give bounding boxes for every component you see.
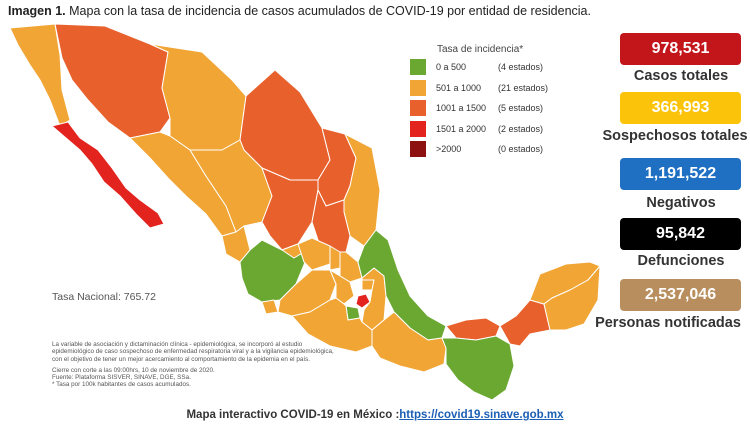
legend-row: 1501 a 2000 (2 estados) (410, 119, 548, 140)
state-chiapas[interactable] (441, 335, 515, 401)
state-san-luis-potosi[interactable] (311, 189, 351, 257)
state-baja-california-sur[interactable] (51, 121, 165, 229)
state-estado-de-mexico[interactable] (329, 269, 355, 305)
legend-title: Tasa de incidencia* (437, 44, 524, 55)
footnotes: La variable de asociación y dictaminació… (52, 341, 362, 389)
state-guerrero[interactable] (291, 297, 373, 353)
legend-count: (0 estados) (498, 144, 544, 155)
stat-suspected-label: Sospechosos totales (602, 128, 748, 144)
legend-swatch (410, 100, 426, 117)
footnote-line: Cierre con corte a las 09:00hrs, 10 de n… (52, 366, 215, 374)
state-quintana-roo[interactable] (543, 265, 601, 331)
legend-swatch (410, 141, 426, 158)
state-colima[interactable] (261, 299, 279, 315)
legend-range: 1501 a 2000 (436, 123, 487, 134)
state-hidalgo[interactable] (339, 251, 363, 283)
legend-swatch (410, 79, 426, 96)
footnote-line: * Tasa por 100k habitantes de casos acum… (52, 381, 191, 389)
figure-title: Imagen 1. Mapa con la tasa de incidencia… (8, 4, 591, 18)
legend-count: (2 estados) (498, 123, 544, 134)
state-cdmx[interactable] (355, 293, 371, 309)
footer-text: Mapa interactivo COVID-19 en México : (186, 409, 400, 421)
stat-negative-value: 1,191,522 (620, 158, 741, 190)
legend-swatch (410, 120, 426, 137)
legend-row: 501 a 1000 (21 estados) (410, 78, 548, 99)
mexico-choropleth-map: .low { fill: #6aa832; } .mid { fill: #f0… (9, 23, 601, 401)
legend-range: 501 a 1000 (436, 82, 482, 93)
figure-title-text: Mapa con la tasa de incidencia de casos … (65, 4, 591, 18)
stat-negative-label: Negativos (646, 195, 716, 211)
footnote-line: con el objetivo de tener un mejor acerca… (52, 355, 310, 363)
map-legend: Tasa de incidencia* 0 a 500 (4 estados) … (410, 44, 548, 160)
state-zacatecas[interactable] (261, 167, 319, 251)
footnote-line: epidemiológico de caso sospechoso de enf… (52, 348, 334, 356)
footnote-line: La variable de asociación y dictaminació… (52, 341, 303, 348)
state-sonora[interactable] (54, 23, 171, 139)
legend-range: 1001 a 1500 (436, 103, 487, 114)
stat-suspected-value: 366,993 (620, 92, 741, 124)
legend-swatch (410, 59, 426, 76)
footer: Mapa interactivo COVID-19 en México :htt… (0, 409, 750, 421)
stat-notified-value: 2,537,046 (620, 279, 741, 311)
legend-range: 0 a 500 (436, 62, 467, 73)
legend-range: >2000 (436, 144, 462, 155)
stat-deaths-value: 95,842 (620, 218, 741, 250)
state-queretaro[interactable] (329, 245, 341, 271)
legend-count: (4 estados) (498, 62, 544, 73)
stat-notified-label: Personas notificadas (595, 315, 741, 331)
legend-row: >2000 (0 estados) (410, 139, 548, 160)
footnote-line: Fuente: Plataforma SISVER, SINAVE, DGE, … (52, 374, 191, 382)
legend-row: 0 a 500 (4 estados) (410, 57, 548, 78)
stat-deaths-label: Defunciones (637, 253, 725, 269)
national-rate: Tasa Nacional: 765.72 (52, 291, 156, 303)
footer-link[interactable]: https://covid19.sinave.gob.mx (399, 409, 564, 421)
legend-count: (21 estados) (498, 82, 549, 93)
state-michoacan[interactable] (277, 269, 337, 317)
stat-total-cases-label: Casos totales (633, 68, 729, 84)
legend-count: (5 estados) (498, 103, 544, 114)
stat-total-cases-value: 978,531 (620, 33, 741, 65)
legend-row: 1001 a 1500 (5 estados) (410, 98, 548, 119)
figure-title-prefix: Imagen 1. (8, 4, 66, 18)
state-campeche[interactable] (499, 299, 551, 347)
